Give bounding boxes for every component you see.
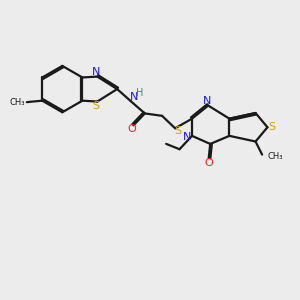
Text: N: N xyxy=(92,68,100,77)
Text: N: N xyxy=(183,132,191,142)
Text: O: O xyxy=(204,158,213,168)
Text: CH₃: CH₃ xyxy=(10,98,25,106)
Text: CH₃: CH₃ xyxy=(267,152,283,161)
Text: N: N xyxy=(130,92,139,102)
Text: N: N xyxy=(203,96,211,106)
Text: S: S xyxy=(268,122,276,132)
Text: O: O xyxy=(128,124,136,134)
Text: S: S xyxy=(92,101,100,111)
Text: S: S xyxy=(174,126,181,136)
Text: H: H xyxy=(136,88,144,98)
